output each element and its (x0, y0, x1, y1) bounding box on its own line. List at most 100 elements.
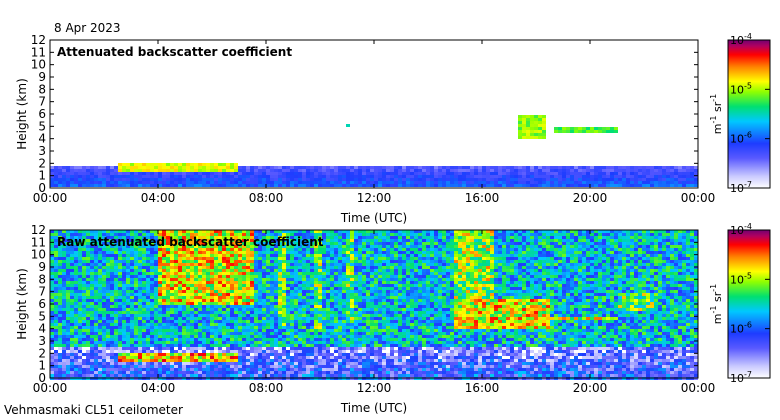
heatmap-cell (94, 341, 98, 344)
heatmap-cell (330, 311, 334, 314)
heatmap-cell (82, 287, 86, 290)
heatmap-cell (198, 272, 202, 275)
heatmap-cell (442, 181, 446, 184)
heatmap-cell (262, 230, 266, 233)
heatmap-cell (446, 178, 450, 181)
heatmap-cell (74, 362, 78, 365)
heatmap-cell (466, 178, 470, 181)
heatmap-cell (262, 296, 266, 299)
heatmap-cell (222, 178, 226, 181)
heatmap-cell (134, 257, 138, 260)
heatmap-cell (166, 287, 170, 290)
heatmap-cell (526, 121, 530, 124)
heatmap-cell (342, 184, 346, 187)
heatmap-cell (154, 181, 158, 184)
heatmap-cell (126, 365, 130, 368)
heatmap-cell (54, 242, 58, 245)
heatmap-cell (66, 269, 70, 272)
heatmap-cell (530, 118, 534, 121)
heatmap-cell (662, 181, 666, 184)
heatmap-cell (570, 166, 574, 169)
heatmap-cell (326, 311, 330, 314)
heatmap-cell (282, 353, 286, 356)
heatmap-cell (162, 335, 166, 338)
heatmap-cell (298, 290, 302, 293)
heatmap-cell (270, 245, 274, 248)
heatmap-cell (258, 281, 262, 284)
heatmap-cell (302, 308, 306, 311)
heatmap-cell (314, 281, 318, 284)
heatmap-cell (354, 184, 358, 187)
heatmap-cell (62, 272, 66, 275)
heatmap-cell (58, 257, 62, 260)
heatmap-cell (198, 166, 202, 169)
heatmap-cell (306, 242, 310, 245)
heatmap-cell (522, 121, 526, 124)
heatmap-cell (82, 290, 86, 293)
heatmap-cell (114, 278, 118, 281)
heatmap-cell (430, 175, 434, 178)
heatmap-cell (230, 323, 234, 326)
heatmap-cell (66, 308, 70, 311)
heatmap-cell (194, 275, 198, 278)
heatmap-cell (338, 257, 342, 260)
heatmap-cell (298, 353, 302, 356)
heatmap-cell (338, 242, 342, 245)
heatmap-cell (310, 278, 314, 281)
heatmap-cell (66, 359, 70, 362)
heatmap-cell (170, 169, 174, 172)
heatmap-cell (430, 169, 434, 172)
heatmap-cell (182, 169, 186, 172)
heatmap-cell (230, 350, 234, 353)
heatmap-cell (130, 371, 134, 374)
heatmap-cell (478, 175, 482, 178)
heatmap-cell (174, 335, 178, 338)
heatmap-cell (66, 296, 70, 299)
heatmap-cell (306, 251, 310, 254)
heatmap-cell (222, 278, 226, 281)
heatmap-cell (170, 257, 174, 260)
heatmap-cell (170, 341, 174, 344)
heatmap-cell (162, 266, 166, 269)
heatmap-cell (426, 175, 430, 178)
heatmap-cell (58, 269, 62, 272)
heatmap-cell (318, 350, 322, 353)
heatmap-cell (186, 266, 190, 269)
heatmap-cell (138, 175, 142, 178)
heatmap-cell (254, 359, 258, 362)
heatmap-cell (162, 308, 166, 311)
heatmap-cell (158, 290, 162, 293)
heatmap-cell (234, 254, 238, 257)
heatmap-cell (270, 293, 274, 296)
heatmap-cell (218, 230, 222, 233)
heatmap-cell (170, 329, 174, 332)
heatmap-cell (338, 332, 342, 335)
heatmap-cell (230, 166, 234, 169)
heatmap-cell (154, 163, 158, 166)
heatmap-cell (202, 260, 206, 263)
heatmap-cell (642, 166, 646, 169)
heatmap-cell (70, 314, 74, 317)
heatmap-cell (126, 329, 130, 332)
heatmap-cell (150, 239, 154, 242)
heatmap-cell (162, 175, 166, 178)
heatmap-cell (282, 278, 286, 281)
heatmap-cell (202, 251, 206, 254)
heatmap-cell (674, 166, 678, 169)
heatmap-cell (230, 302, 234, 305)
heatmap-cell (526, 124, 530, 127)
heatmap-cell (294, 287, 298, 290)
heatmap-cell (98, 353, 102, 356)
heatmap-cell (190, 341, 194, 344)
heatmap-cell (306, 329, 310, 332)
heatmap-cell (198, 365, 202, 368)
heatmap-cell (542, 118, 546, 121)
heatmap-cell (138, 314, 142, 317)
heatmap-cell (250, 272, 254, 275)
heatmap-cell (154, 299, 158, 302)
heatmap-cell (218, 166, 222, 169)
heatmap-cell (322, 269, 326, 272)
heatmap-cell (242, 281, 246, 284)
heatmap-cell (238, 302, 242, 305)
heatmap-cell (94, 278, 98, 281)
